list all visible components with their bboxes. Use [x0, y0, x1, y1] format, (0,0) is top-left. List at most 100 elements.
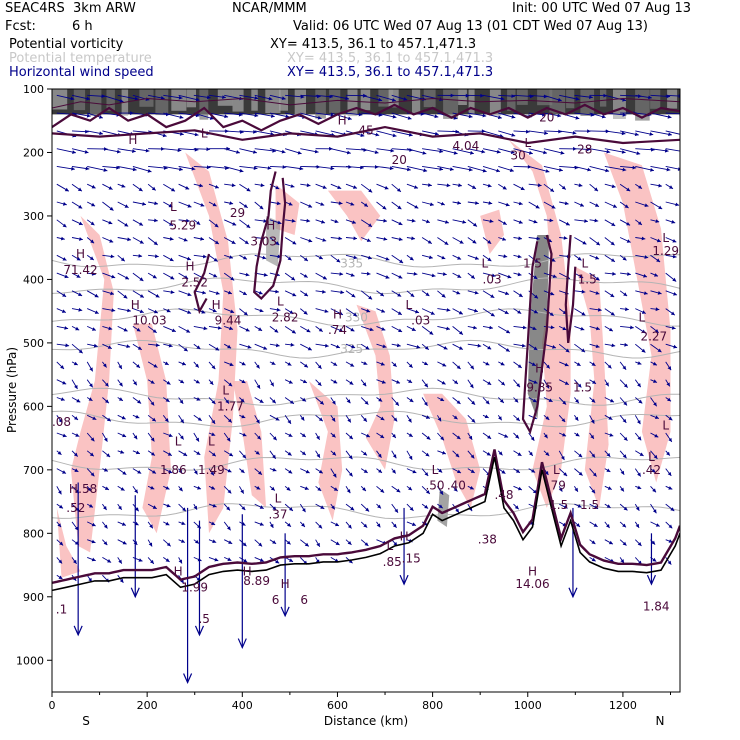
wind-arrowhead-57	[317, 115, 322, 120]
field-label-32: L	[581, 257, 588, 271]
wind-arrowhead-171	[179, 167, 183, 172]
wind-arrowhead-159	[621, 150, 626, 154]
wind-arrowhead-248	[91, 202, 96, 207]
pv-contour-3	[193, 253, 211, 315]
wind-arrowhead-76	[601, 114, 606, 119]
wind-arrowhead-195	[545, 169, 550, 173]
field-label-51: L	[432, 463, 439, 477]
stratosphere-streak-29	[516, 89, 528, 105]
wind-arrowhead-102	[375, 132, 380, 137]
wind-arrowhead-363	[596, 241, 600, 246]
wind-arrowhead-509	[324, 309, 329, 313]
wind-arrowhead-520	[490, 312, 495, 317]
wind-arrowhead-533	[64, 326, 69, 330]
wind-arrowhead-334	[153, 241, 158, 245]
wind-arrowhead-792	[257, 435, 261, 440]
wind-arrowhead-621	[153, 364, 158, 368]
wind-arrowhead-716	[346, 399, 351, 404]
wind-arrowhead-620	[136, 364, 140, 368]
wind-arrowhead-602	[487, 345, 492, 350]
wind-arrowhead-203	[666, 167, 671, 172]
wind-arrowhead-829	[196, 451, 201, 455]
wind-arrowhead-1021	[181, 539, 185, 543]
stratosphere-streak-3	[106, 89, 115, 111]
wind-arrowhead-276	[518, 201, 523, 206]
wind-arrowhead-548	[291, 329, 296, 334]
wind-arrowhead-469	[340, 290, 345, 295]
wind-arrowhead-891	[515, 469, 520, 473]
wind-arrowhead-104	[408, 132, 413, 137]
wind-arrowhead-2	[101, 94, 105, 99]
wind-arrowhead-425	[291, 276, 295, 281]
wind-arrowhead-229	[428, 183, 432, 187]
wind-arrowhead-626	[229, 362, 234, 367]
wind-arrowhead-826	[151, 452, 155, 456]
field-label-68: .38	[478, 533, 497, 547]
wind-arrowhead-703	[150, 401, 155, 406]
wind-arrowhead-189	[449, 167, 454, 171]
stratosphere-streak-7	[171, 89, 187, 111]
wind-arrowhead-823	[106, 453, 111, 457]
field-label-46: 1.86	[160, 463, 187, 477]
wind-arrowhead-357	[502, 237, 506, 241]
wind-arrowhead-884	[412, 469, 417, 474]
wind-arrowhead-929	[469, 486, 474, 490]
wind-vector-121	[650, 130, 672, 136]
wind-arrowhead-488	[623, 292, 628, 296]
wind-arrowhead-147	[439, 149, 444, 154]
wind-arrowhead-910	[178, 487, 183, 492]
wind-arrowhead-933	[558, 487, 563, 492]
wind-arrowhead-856	[606, 452, 611, 457]
stratosphere-streak-31	[549, 89, 566, 114]
wind-arrowhead-51	[224, 114, 229, 119]
wind-arrowhead-854	[578, 453, 583, 458]
wind-arrowhead-615	[60, 365, 64, 369]
wind-arrowhead-458	[170, 290, 175, 294]
wind-arrowhead-720	[409, 398, 414, 402]
field-label-70: 1.99	[181, 580, 208, 594]
wind-arrowhead-768	[515, 417, 520, 421]
wind-arrowhead-1026	[258, 542, 263, 547]
wind-arrowhead-116	[587, 129, 591, 133]
wind-arrowhead-433	[413, 272, 418, 276]
wind-arrowhead-566	[562, 326, 567, 331]
field-label-76: 1.84	[643, 599, 670, 613]
wind-arrowhead-386	[318, 255, 323, 260]
wind-arrowhead-644	[500, 361, 505, 366]
wind-arrowhead-356	[487, 240, 492, 244]
wind-arrowhead-866	[137, 470, 142, 474]
wind-arrowhead-89	[179, 132, 184, 136]
wind-arrowhead-657	[74, 385, 78, 389]
wind-arrowhead-297	[214, 223, 219, 228]
wind-arrowhead-63	[407, 116, 412, 120]
wind-arrowhead-223	[337, 185, 342, 189]
wind-arrowhead-272	[457, 201, 461, 205]
wind-arrowhead-983	[121, 522, 126, 526]
theta-contour-label-0: 325	[340, 342, 363, 356]
wind-arrowhead-179	[299, 166, 304, 171]
wind-arrowhead-882	[378, 469, 382, 473]
wind-arrowhead-541	[186, 329, 191, 333]
wind-arrowhead-880	[348, 472, 353, 477]
wind-arrowhead-128	[145, 148, 150, 153]
wind-arrowhead-964	[409, 506, 414, 511]
wind-arrowhead-755	[318, 417, 323, 422]
theta-contour-5	[52, 410, 680, 428]
wind-arrowhead-403	[577, 256, 582, 261]
wind-arrowhead-652	[622, 365, 627, 370]
wind-arrowhead-211	[151, 186, 156, 191]
wind-arrowhead-830	[211, 452, 216, 457]
field-label-59: L	[275, 491, 282, 505]
field-label-60: .37	[268, 507, 287, 521]
wind-arrowhead-556	[411, 327, 416, 331]
wind-arrowhead-665	[195, 379, 200, 384]
wind-arrowhead-919	[317, 487, 322, 491]
wind-arrowhead-949	[182, 507, 186, 512]
wind-arrowhead-729	[548, 398, 553, 402]
wind-arrowhead-306	[352, 220, 356, 224]
x-tick-label-4: 800	[422, 699, 443, 712]
wind-arrowhead-868	[168, 469, 173, 474]
wind-arrowhead-312	[445, 220, 449, 224]
wind-arrowhead-740	[92, 416, 97, 420]
wind-arrowhead-287	[62, 223, 67, 228]
